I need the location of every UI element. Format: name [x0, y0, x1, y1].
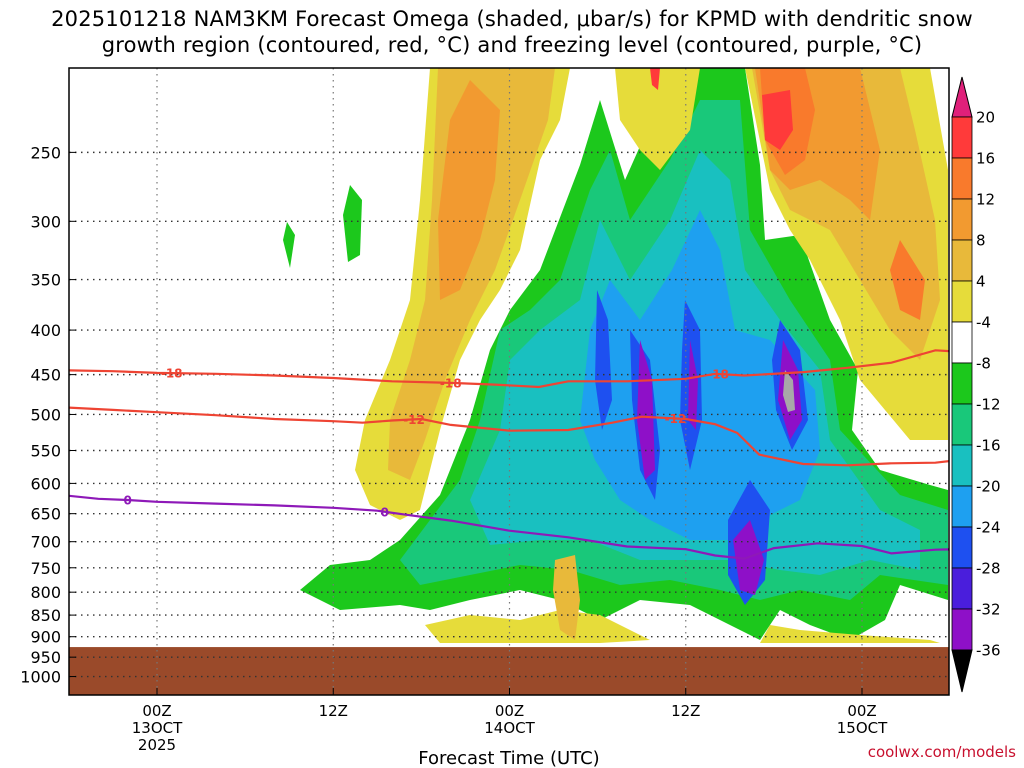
omega-shading	[283, 68, 948, 643]
omega-fill-minus8b	[343, 185, 362, 262]
colorbar-over-arrow	[951, 76, 973, 118]
y-tick-label: 400	[30, 321, 61, 340]
colorbar-label: -16	[976, 437, 1001, 455]
contour-label: -12	[665, 412, 687, 426]
contour-label: -18	[440, 376, 462, 390]
colorbar-swatch	[951, 198, 973, 241]
y-tick-label: 750	[30, 559, 61, 578]
ground-fill	[69, 647, 949, 695]
y-tick-label: 950	[30, 648, 61, 667]
colorbar-swatch	[951, 608, 973, 651]
y-tick-label: 850	[30, 606, 61, 625]
colorbar-label: -8	[976, 355, 991, 373]
omega-fill-minus8c	[283, 222, 295, 268]
colorbar-label: 16	[976, 150, 995, 168]
y-tick-label: 700	[30, 533, 61, 552]
colorbar-swatch	[951, 321, 973, 364]
y-tick-label: 650	[30, 505, 61, 524]
colorbar-label: -36	[976, 642, 1001, 660]
x-tick-label: 15OCT	[837, 719, 888, 737]
contour-label: 0	[123, 494, 131, 508]
credit-text: coolwx.com/models	[868, 743, 1016, 761]
x-tick-label: 12Z	[319, 702, 348, 720]
colorbar-label: -32	[976, 601, 1001, 619]
contour-label: -12	[403, 413, 425, 427]
y-tick-label: 550	[30, 442, 61, 461]
contour-line	[69, 349, 949, 389]
temperature-contours: -18 -18 -18 -12 -12 0 0	[69, 349, 949, 560]
chart-title-line2: growth region (contoured, red, °C) and f…	[101, 33, 923, 57]
colorbar-swatch	[951, 485, 973, 528]
colorbar-swatch	[951, 526, 973, 569]
y-tick-label: 900	[30, 628, 61, 647]
colorbar-label: 20	[976, 109, 995, 127]
colorbar-label: 12	[976, 191, 995, 209]
colorbar-label: -4	[976, 314, 991, 332]
omega-fill-plus12	[438, 80, 500, 300]
x-tick-label: 00Z	[495, 702, 524, 720]
y-tick-label: 300	[30, 212, 61, 231]
y-axis: 250 300 350 400 450 500 550 600 650 700 750 800 850 9…	[20, 143, 76, 687]
colorbar-swatch	[951, 403, 973, 446]
colorbar-label: -12	[976, 396, 1001, 414]
x-axis-title: Forecast Time (UTC)	[418, 748, 599, 768]
colorbar-label: 4	[976, 273, 986, 291]
chart-title-line1: 2025101218 NAM3KM Forecast Omega (shaded…	[51, 7, 973, 31]
y-tick-label: 500	[30, 405, 61, 424]
contour-label: -18	[707, 367, 729, 381]
x-tick-label: 13OCT	[132, 719, 183, 737]
y-tick-label: 800	[30, 583, 61, 602]
colorbar-swatch	[951, 362, 973, 405]
contour-label: 0	[380, 505, 388, 519]
omega-fill-plus20	[650, 68, 793, 150]
colorbar-label: -24	[976, 519, 1001, 537]
contour-label: -18	[161, 367, 183, 381]
omega-fill-plus4b	[615, 68, 700, 170]
colorbar-label: -20	[976, 478, 1001, 496]
omega-fill-plus8	[388, 68, 555, 480]
omega-fill-plus8-low	[553, 555, 580, 640]
colorbar-under-arrow	[951, 649, 973, 693]
contour-line	[69, 494, 949, 560]
plot-frame	[68, 67, 950, 696]
omega-fill-minus28	[637, 340, 802, 595]
y-tick-label: 250	[30, 143, 61, 162]
omega-fill-plus12c	[890, 240, 925, 320]
x-tick-label: 00Z	[142, 702, 171, 720]
colorbar-swatch	[951, 239, 973, 282]
x-tick-label: 14OCT	[484, 719, 535, 737]
x-tick-label: 2025	[138, 736, 176, 754]
colorbar-swatch	[951, 567, 973, 610]
colorbar-label: 8	[976, 232, 986, 250]
colorbar-swatch	[951, 444, 973, 487]
omega-fill-plus4-low	[425, 610, 940, 643]
y-tick-label: 450	[30, 366, 61, 385]
colorbar: 20 16 12 8 4 -4 -8 -12 -16 -20 -24 -28 -32 -36	[951, 76, 1001, 693]
colorbar-swatch	[951, 157, 973, 200]
colorbar-label: -28	[976, 560, 1001, 578]
y-tick-label: 600	[30, 474, 61, 493]
colorbar-swatch	[951, 116, 973, 159]
x-tick-label: 12Z	[671, 702, 700, 720]
contour-line	[69, 406, 949, 467]
y-tick-label: 350	[30, 271, 61, 290]
grid	[69, 68, 949, 695]
y-tick-label: 1000	[20, 668, 61, 687]
colorbar-swatch	[951, 280, 973, 323]
omega-fill-minus32	[783, 370, 795, 412]
x-tick-label: 00Z	[847, 702, 876, 720]
